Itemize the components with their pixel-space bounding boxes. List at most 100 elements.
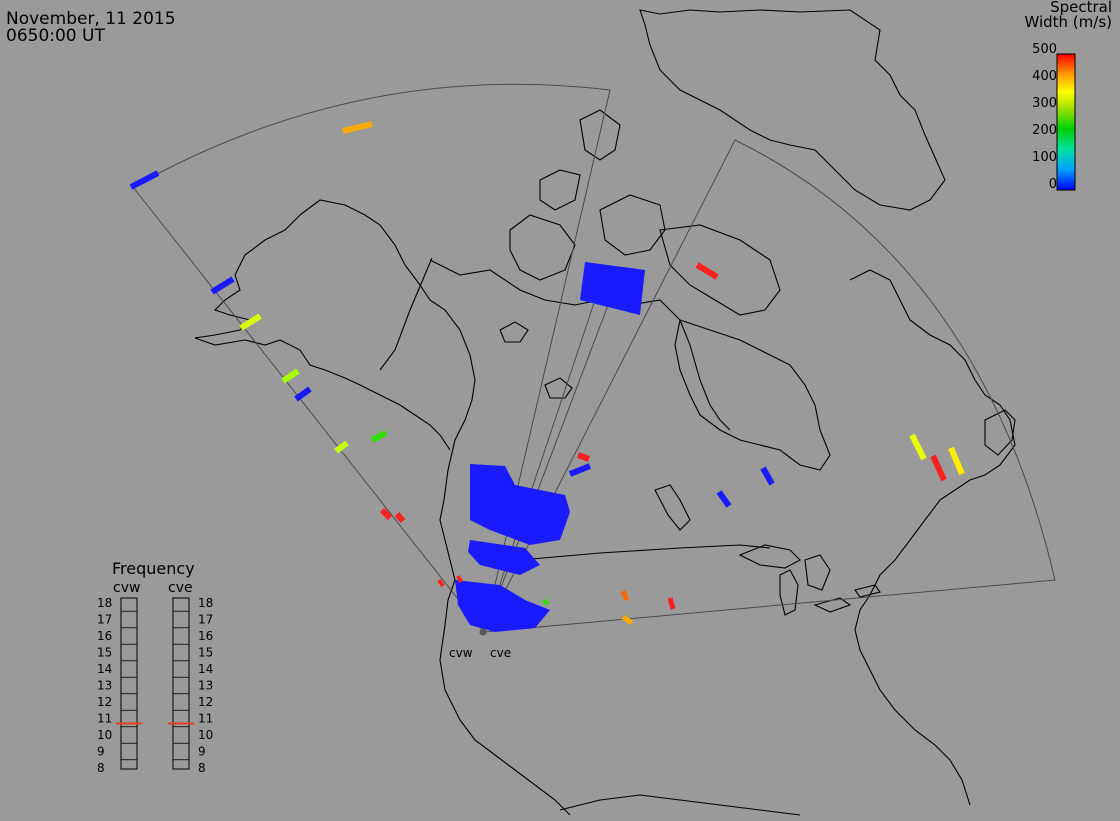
frequency-tick-label-left: 9 bbox=[97, 745, 105, 759]
lake-superior bbox=[738, 544, 801, 569]
arctic-island-7 bbox=[544, 377, 573, 399]
echo-streak bbox=[760, 466, 775, 486]
alaska-outline bbox=[194, 214, 451, 451]
echo-streak bbox=[379, 507, 393, 521]
echo-streak bbox=[342, 121, 373, 134]
colorbar-tick-500: 500 bbox=[1032, 42, 1057, 57]
frequency-tick-label-left: 13 bbox=[97, 679, 112, 693]
frequency-tick-label-left: 15 bbox=[97, 646, 112, 660]
time-label: 0650:00 UT bbox=[6, 26, 105, 46]
echo-streak bbox=[667, 597, 676, 610]
cve-fov bbox=[483, 139, 1056, 633]
cvw-frequency-bar bbox=[120, 597, 138, 770]
frequency-tick-label-left: 16 bbox=[97, 629, 112, 643]
greenland-outline bbox=[639, 9, 946, 211]
lake-huron bbox=[804, 554, 831, 591]
east-coast bbox=[854, 499, 971, 806]
frequency-tick-label-left: 11 bbox=[97, 712, 112, 726]
frequency-tick-label-right: 17 bbox=[198, 613, 213, 627]
echo-streak bbox=[909, 433, 927, 461]
frequency-tick-label-left: 10 bbox=[97, 728, 112, 742]
radar-label-cve: cve bbox=[490, 646, 511, 660]
arctic-island-6 bbox=[499, 321, 529, 343]
west-coast-outline bbox=[299, 199, 571, 816]
frequency-tick-label-right: 12 bbox=[198, 695, 213, 709]
echo-streak bbox=[294, 386, 312, 402]
echo-streak bbox=[695, 262, 719, 280]
frequency-tick-label-right: 18 bbox=[198, 596, 213, 610]
radar-site-marker bbox=[479, 628, 487, 636]
echo-streak bbox=[370, 430, 388, 443]
frequency-tick-label-right: 14 bbox=[198, 662, 213, 676]
colorbar-tick-100: 100 bbox=[1032, 150, 1057, 165]
echo-streak bbox=[621, 614, 634, 626]
colorbar-title-line1: Spectral bbox=[1050, 0, 1112, 16]
frequency-tick-label-right: 10 bbox=[198, 728, 213, 742]
echo-cluster-south bbox=[455, 580, 550, 632]
cve-frequency-bar bbox=[172, 597, 190, 770]
echo-streak bbox=[281, 368, 300, 384]
fov-beam-line bbox=[483, 299, 611, 633]
cvw-fov bbox=[132, 83, 611, 634]
colorbar-tick-400: 400 bbox=[1032, 69, 1057, 84]
echo-streak bbox=[210, 276, 235, 295]
echo-streak bbox=[456, 575, 463, 583]
labrador-coast bbox=[849, 269, 1016, 501]
arctic-island-4 bbox=[599, 194, 666, 256]
frequency-cvw-label: cvw bbox=[113, 580, 140, 596]
echo-streak bbox=[930, 454, 947, 482]
echo-streak bbox=[620, 589, 630, 602]
frequency-tick-label-right: 15 bbox=[198, 646, 213, 660]
radar-label-cvw: cvw bbox=[449, 646, 473, 660]
frequency-tick-label-left: 14 bbox=[97, 662, 112, 676]
colorbar-tick-200: 200 bbox=[1032, 123, 1057, 138]
colorbar-title-line2: Width (m/s) bbox=[1024, 13, 1112, 31]
frequency-tick-label-left: 8 bbox=[97, 761, 105, 775]
frequency-tick-label-right: 9 bbox=[198, 745, 206, 759]
frequency-tick-label-left: 18 bbox=[97, 596, 112, 610]
colorbar-title: Spectral Width (m/s) bbox=[1024, 0, 1112, 30]
echo-streak bbox=[394, 512, 406, 523]
echo-streak bbox=[568, 463, 592, 477]
colorbar bbox=[1056, 53, 1076, 191]
echo-cells bbox=[129, 121, 965, 632]
lake-winnipeg bbox=[654, 484, 691, 531]
alaska-canada-border bbox=[379, 257, 433, 371]
echo-streak bbox=[576, 452, 591, 462]
frequency-cve-label: cve bbox=[168, 580, 193, 596]
echo-streak bbox=[437, 578, 445, 588]
echo-streak bbox=[541, 598, 550, 606]
fov-beam-line-2 bbox=[483, 299, 596, 633]
frequency-ticks: 18 18 17 17 16 16 15 15 14 14 13 13 12 12 11 11 10 10 9 9 8 8 bbox=[97, 596, 213, 775]
arctic-island-3 bbox=[509, 214, 576, 281]
echo-streak bbox=[948, 446, 965, 476]
date-label: November, 11 2015 bbox=[6, 9, 176, 29]
echo-cluster-middle bbox=[468, 464, 570, 575]
arctic-island-2 bbox=[539, 169, 581, 211]
frequency-tick-label-left: 12 bbox=[97, 695, 112, 709]
echo-streak bbox=[334, 440, 349, 454]
echo-streak bbox=[716, 490, 732, 508]
frequency-tick-label-right: 16 bbox=[198, 629, 213, 643]
newfoundland bbox=[984, 409, 1016, 456]
us-canada-border bbox=[519, 544, 771, 561]
lake-ontario bbox=[854, 584, 881, 598]
frequency-tick-label-left: 17 bbox=[97, 613, 112, 627]
colorbar-tick-0: 0 bbox=[1048, 177, 1057, 192]
lake-michigan bbox=[779, 569, 799, 616]
arctic-island-5 bbox=[659, 224, 781, 316]
echo-cluster-north bbox=[580, 262, 645, 315]
colorbar-tick-300: 300 bbox=[1032, 96, 1057, 111]
frequency-tick-label-right: 13 bbox=[198, 679, 213, 693]
frequency-panel: Frequency cvw cve 18 18 17 17 16 16 15 15 14 14 13… bbox=[97, 559, 213, 775]
gulf-mexico bbox=[559, 794, 801, 816]
coastlines bbox=[194, 9, 1016, 816]
radar-fov-outlines bbox=[132, 83, 1056, 634]
echo-streak bbox=[129, 170, 160, 190]
frequency-tick-label-right: 8 bbox=[198, 761, 206, 775]
frequency-tick-label-right: 11 bbox=[198, 712, 213, 726]
hudson-bay bbox=[674, 319, 831, 471]
arctic-island-1 bbox=[579, 109, 621, 161]
